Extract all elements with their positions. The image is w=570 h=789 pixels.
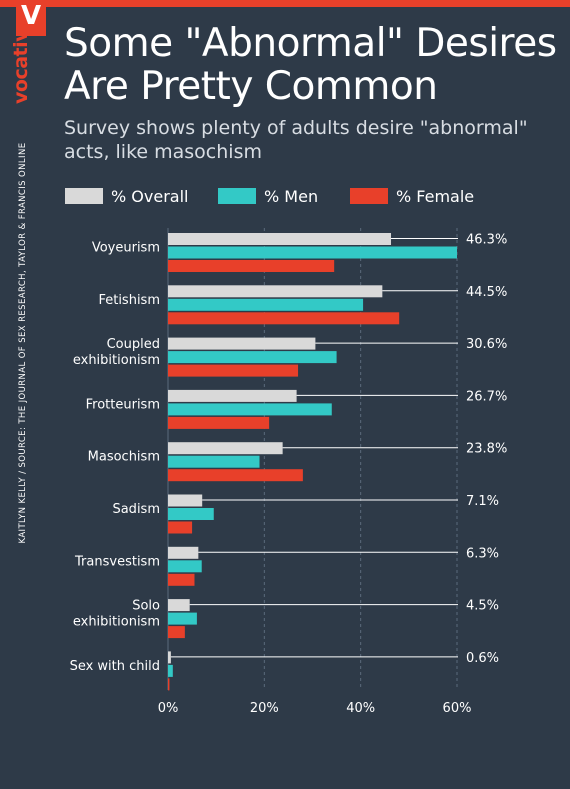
category-label-line: Sadism (112, 502, 160, 517)
data-label: 6.3% (466, 546, 499, 561)
bar-female (168, 260, 335, 272)
bar-female (168, 573, 195, 586)
data-label: 30.6% (466, 337, 507, 352)
bar-men (168, 298, 364, 311)
bar-men (168, 508, 214, 520)
bar-overall (168, 494, 203, 507)
bar-female (168, 364, 299, 377)
bar-overall (168, 442, 283, 455)
category-label-line: Fetishism (98, 293, 160, 308)
chart-title: Some "Abnormal" Desires Are Pretty Commo… (64, 21, 557, 109)
bar-men (168, 560, 202, 573)
category-label-line: Solo (132, 599, 160, 614)
bar-overall (168, 546, 199, 559)
category-label-line: Masochism (88, 450, 160, 465)
category-label-line: Sex with child (70, 659, 160, 674)
category-label: Coupled exhibitionism (73, 337, 160, 368)
category-label: Solo exhibitionism (73, 599, 160, 630)
category-label: Sex with child (70, 659, 160, 674)
category-label: Voyeurism (92, 241, 160, 256)
category-label: Masochism (88, 450, 160, 465)
x-tick-label: 60% (443, 701, 472, 716)
category-label-line: Coupled (107, 337, 160, 352)
chart-subtitle: Survey shows plenty of adults desire "ab… (64, 117, 528, 163)
category-label: Sadism (112, 502, 160, 517)
bar-men (168, 403, 332, 416)
bar-overall (168, 651, 171, 664)
bar-overall (168, 233, 392, 245)
bar-men (168, 455, 260, 468)
category-label-line: exhibitionism (73, 615, 160, 630)
category-label: Fetishism (98, 293, 160, 308)
legend-item-men: % Men (218, 186, 318, 206)
bar-overall (168, 285, 383, 298)
data-label: 7.1% (466, 494, 499, 509)
bar-overall (168, 337, 316, 350)
bar-female (168, 469, 303, 482)
bar-men (168, 612, 197, 625)
legend-swatch-men (218, 188, 256, 204)
legend-label-men: % Men (264, 186, 319, 206)
category-label-line: exhibitionism (73, 353, 160, 368)
category-label-line: Voyeurism (92, 241, 160, 256)
legend-item-overall: % Overall (65, 186, 188, 206)
legend-swatch-female (350, 188, 388, 204)
category-label: Transvestism (74, 554, 160, 569)
category-label-line: Transvestism (74, 554, 160, 569)
bar-female (168, 312, 400, 325)
logo-letter: V (20, 1, 42, 31)
legend-swatch-overall (65, 188, 103, 204)
top-accent-bar (0, 0, 570, 7)
x-tick-label: 20% (250, 701, 279, 716)
data-label: 0.6% (466, 651, 499, 666)
x-tick-label: 0% (158, 701, 179, 716)
data-label: 44.5% (466, 285, 507, 300)
data-label: 4.5% (466, 599, 499, 614)
bar-female (168, 626, 185, 639)
legend-item-female: % Female (350, 186, 474, 206)
bar-overall (168, 389, 297, 402)
legend-label-female: % Female (396, 186, 475, 206)
bar-men (168, 246, 457, 259)
vocativ-logo[interactable]: V (16, 0, 46, 36)
data-label: 23.8% (466, 442, 507, 457)
data-label: 26.7% (466, 389, 507, 404)
bar-men (168, 664, 173, 677)
data-label: 46.3% (466, 233, 507, 248)
bar-men (168, 351, 337, 364)
bar-female (168, 521, 193, 534)
legend-label-overall: % Overall (111, 186, 189, 206)
bar-overall (168, 599, 190, 612)
category-label: Frotteurism (86, 397, 160, 412)
bar-female (168, 678, 170, 691)
category-label-line: Frotteurism (86, 397, 160, 412)
x-tick-label: 40% (346, 701, 375, 716)
bar-female (168, 416, 270, 429)
